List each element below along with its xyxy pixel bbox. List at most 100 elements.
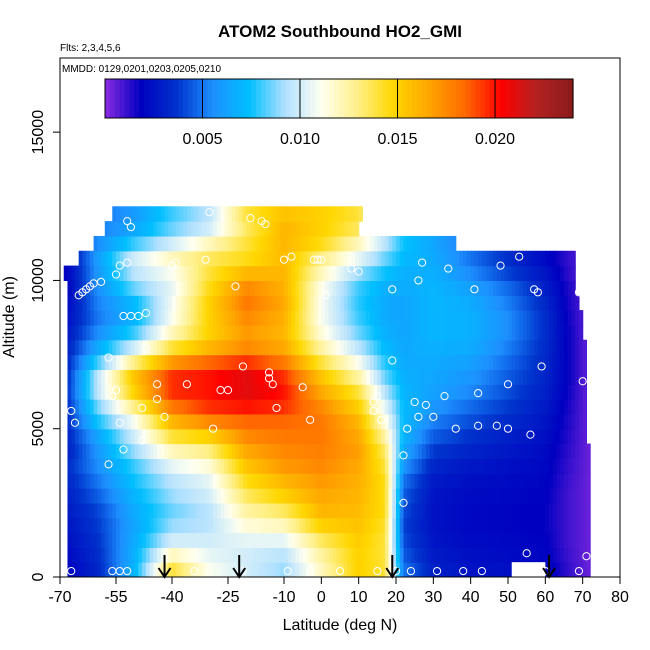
heatmap-cell xyxy=(399,413,405,430)
heatmap-cell xyxy=(142,235,147,252)
heatmap-cell xyxy=(108,384,113,400)
heatmap-cell xyxy=(537,413,543,430)
heatmap-cell xyxy=(224,562,229,577)
heatmap-cell xyxy=(261,473,266,489)
heatmap-cell xyxy=(67,428,72,445)
heatmap-cell xyxy=(123,413,128,430)
heatmap-cell xyxy=(123,502,128,519)
heatmap-cell xyxy=(239,310,244,326)
heatmap-cell xyxy=(414,235,419,252)
heatmap-cell xyxy=(306,399,311,415)
heatmap-cell xyxy=(209,517,214,534)
sample-point xyxy=(123,566,132,576)
heatmap-cell xyxy=(138,443,143,459)
heatmap-cell xyxy=(549,324,554,341)
heatmap-cell xyxy=(287,235,293,252)
heatmap-cell xyxy=(153,384,158,400)
heatmap-cell xyxy=(123,547,128,563)
heatmap-cell xyxy=(578,310,584,326)
heatmap-cell xyxy=(351,517,356,534)
heatmap-cell xyxy=(220,517,225,534)
heatmap-cell xyxy=(422,384,427,400)
heatmap-cell xyxy=(440,443,446,459)
heatmap-cell xyxy=(328,369,334,385)
heatmap-cell xyxy=(321,517,326,534)
heatmap-cell xyxy=(508,517,513,534)
x-tick-label: 0 xyxy=(317,589,326,606)
heatmap-cell xyxy=(89,517,95,534)
heatmap-cell xyxy=(567,562,573,577)
heatmap-cell xyxy=(340,324,345,341)
heatmap-cell xyxy=(168,206,173,222)
heatmap-cell xyxy=(466,413,472,430)
heatmap-cell xyxy=(213,458,218,474)
heatmap-cell xyxy=(119,502,125,519)
heatmap-cell xyxy=(224,473,229,489)
heatmap-cell xyxy=(108,250,113,267)
heatmap-cell xyxy=(78,369,83,385)
heatmap-cell xyxy=(347,473,352,489)
heatmap-cell xyxy=(112,250,117,267)
heatmap-cell xyxy=(134,413,139,430)
heatmap-cell xyxy=(67,443,72,459)
heatmap-cell xyxy=(116,324,121,341)
heatmap-cell xyxy=(354,473,360,489)
colorbar-swatch xyxy=(114,79,121,118)
heatmap-cell xyxy=(89,443,95,459)
heatmap-cell xyxy=(526,384,531,400)
heatmap-cell xyxy=(149,324,154,341)
heatmap-cell xyxy=(437,280,442,296)
heatmap-cell xyxy=(336,488,341,504)
heatmap-cell xyxy=(175,369,181,385)
heatmap-cell xyxy=(336,250,341,267)
heatmap-cell xyxy=(205,502,210,519)
heatmap-cell xyxy=(224,265,229,282)
heatmap-cell xyxy=(175,562,181,577)
colorbar-swatch xyxy=(363,79,369,118)
colorbar-swatch xyxy=(407,79,413,118)
heatmap-cell xyxy=(78,265,83,282)
heatmap-cell xyxy=(130,399,136,415)
heatmap-cell xyxy=(433,399,438,415)
heatmap-cell xyxy=(287,250,293,267)
heatmap-cell xyxy=(123,488,128,504)
heatmap-cell xyxy=(71,517,76,534)
heatmap-cell xyxy=(104,310,110,326)
heatmap-cell xyxy=(112,235,117,252)
colorbar-swatch xyxy=(256,79,262,118)
heatmap-cell xyxy=(302,295,307,311)
heatmap-cell xyxy=(481,413,487,430)
heatmap-cell xyxy=(130,354,136,370)
heatmap-cell xyxy=(537,265,543,282)
heatmap-cell xyxy=(123,250,128,267)
heatmap-cell xyxy=(261,428,266,445)
heatmap-cell xyxy=(399,517,405,534)
heatmap-cell xyxy=(470,265,475,282)
heatmap-cell xyxy=(142,413,147,430)
heatmap-cell xyxy=(343,206,349,222)
heatmap-cell xyxy=(104,532,110,548)
heatmap-cell xyxy=(515,250,520,267)
heatmap-cell xyxy=(526,502,531,519)
colorbar-swatch xyxy=(217,79,223,118)
heatmap-cell xyxy=(254,428,259,445)
heatmap-cell xyxy=(116,473,121,489)
heatmap-cell xyxy=(530,547,535,563)
heatmap-cell xyxy=(149,295,154,311)
heatmap-cell xyxy=(71,280,76,296)
heatmap-cell xyxy=(396,443,401,459)
heatmap-cell xyxy=(164,428,169,445)
heatmap-cell xyxy=(231,458,237,474)
heatmap-cell xyxy=(235,369,240,385)
heatmap-cell xyxy=(317,458,322,474)
heatmap-cell xyxy=(284,428,289,445)
heatmap-cell xyxy=(478,310,483,326)
heatmap-cell xyxy=(201,443,207,459)
heatmap-cell xyxy=(347,384,352,400)
heatmap-cell xyxy=(246,547,251,563)
heatmap-cell xyxy=(205,310,210,326)
heatmap-cell xyxy=(291,502,296,519)
heatmap-cell xyxy=(567,443,573,459)
heatmap-cell xyxy=(418,310,423,326)
heatmap-cell xyxy=(205,354,210,370)
